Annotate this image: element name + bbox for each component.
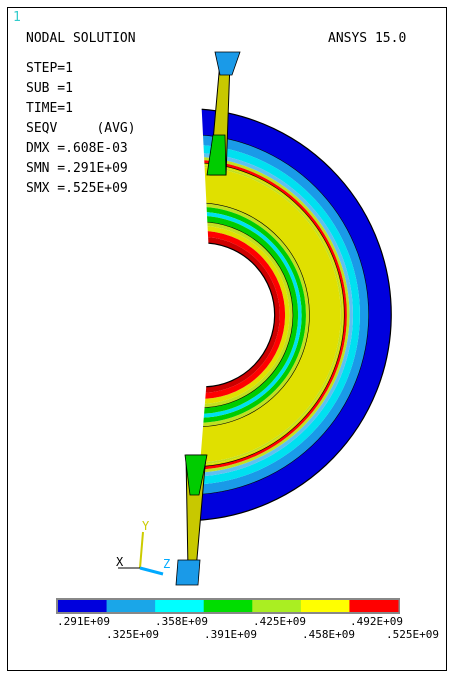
plot-type-label: NODAL SOLUTION: [26, 31, 136, 46]
legend-swatch-7: [349, 600, 399, 612]
legend-border: [56, 598, 400, 614]
info-step: STEP=1: [26, 61, 73, 76]
mesh-boundary-5: [204, 221, 294, 409]
mesh-boundary-6: [206, 242, 276, 388]
legend-label-4: .391E+09: [204, 628, 257, 641]
legend-label-2: .325E+09: [106, 628, 159, 641]
legend-label-6: .458E+09: [302, 628, 355, 641]
legend-label-1: .291E+09: [57, 615, 110, 628]
legend-label-5: .425E+09: [253, 615, 306, 628]
legend-label-3: .358E+09: [155, 615, 208, 628]
lower-gasket-blue: [175, 559, 201, 586]
legend-swatch-2: [106, 600, 156, 612]
coordinate-triad: Y X Z: [116, 519, 170, 576]
half-ring-model[interactable]: [195, 108, 392, 521]
version-label: ANSYS 15.0: [328, 31, 407, 46]
info-smx: SMX =.525E+09: [26, 181, 128, 196]
mesh-boundary-2: [197, 134, 369, 495]
triad-z-label: Z: [163, 557, 170, 571]
legend-swatch-1: [58, 600, 108, 612]
legend-swatch-4: [203, 600, 253, 612]
graphics-window-frame: [7, 7, 447, 671]
info-result-item: SEQV (AVG): [26, 121, 136, 136]
band-yellow: [200, 167, 341, 463]
upper-gasket-green: [206, 134, 227, 176]
legend-swatch-3: [155, 600, 205, 612]
triad-x-label: X: [116, 555, 124, 569]
band-outer-blue: [195, 109, 392, 521]
info-time: TIME=1: [26, 101, 73, 116]
info-sub: SUB =1: [26, 81, 73, 96]
mesh-boundary-1: [195, 108, 392, 521]
mesh-boundary-4: [203, 202, 310, 427]
info-dmx: DMX =.608E-03: [26, 141, 128, 156]
window-number: 1: [13, 10, 21, 25]
legend-swatch-5: [252, 600, 302, 612]
legend-swatch-6: [300, 600, 350, 612]
legend-label-7: .492E+09: [350, 615, 403, 628]
triad-y-label: Y: [142, 519, 150, 533]
legend-color-bar: [58, 600, 399, 612]
info-smn: SMN =.291E+09: [26, 161, 128, 176]
upper-gasket-blue: [214, 51, 241, 76]
lower-gasket-green: [184, 454, 208, 496]
legend-label-8: .525E+09: [386, 628, 439, 641]
mesh-boundary-3: [199, 162, 345, 467]
